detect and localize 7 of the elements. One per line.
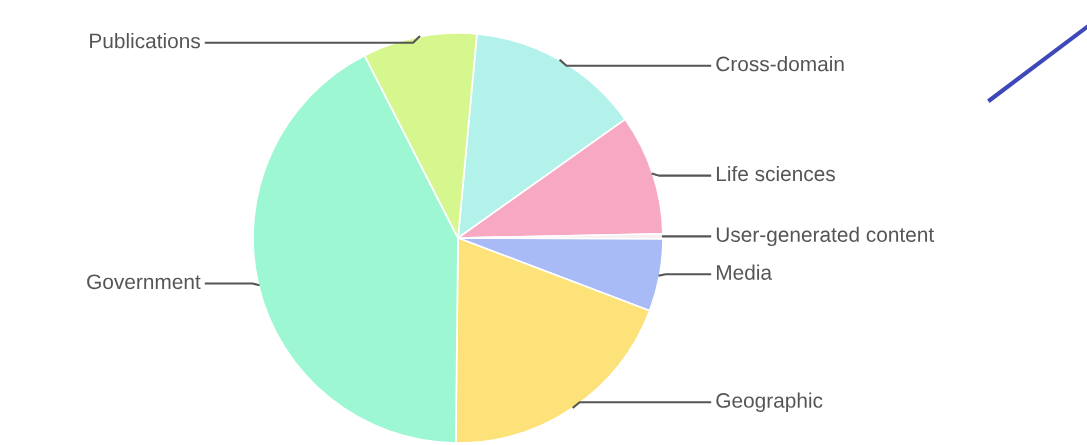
slice-label: Cross-domain	[716, 56, 844, 72]
slice-label: User-generated content	[716, 226, 934, 247]
slice-label: Geographic	[716, 392, 823, 412]
slice-label: Media	[716, 264, 773, 280]
slice-label: Government	[87, 274, 201, 290]
slice-label: Publications	[90, 33, 200, 49]
slice-label: Life sciences	[716, 165, 835, 182]
